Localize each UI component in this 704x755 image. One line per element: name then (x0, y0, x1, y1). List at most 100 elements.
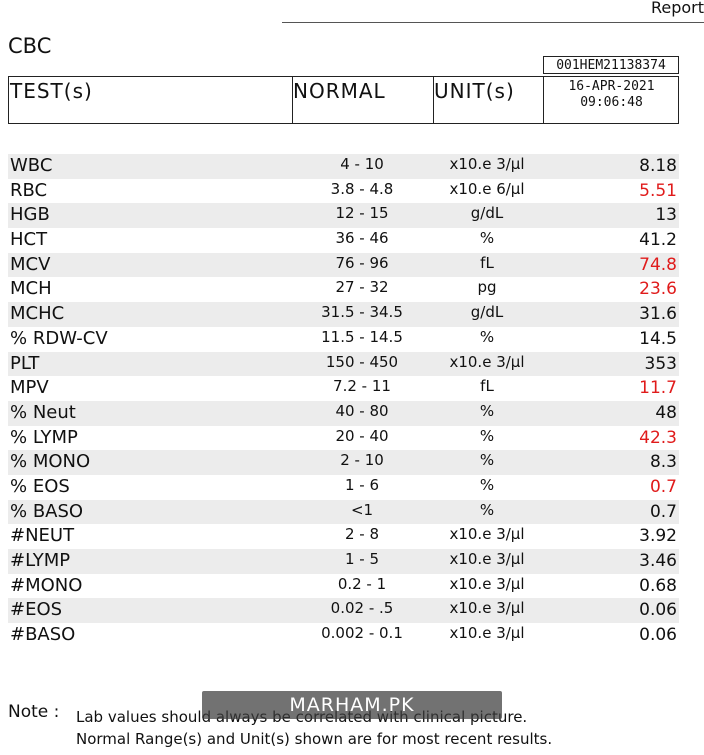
unit: % (479, 475, 495, 494)
unit: fL (480, 377, 494, 396)
result-value: 48 (655, 402, 677, 423)
test-name: #LYMP (10, 550, 71, 571)
table-row: % MONO 2 - 10% 8.3 (8, 450, 679, 475)
table-row: % EOS 1 - 6% 0.7 (8, 475, 679, 500)
table-row: % RDW-CV 11.5 - 14.5% 14.5 (8, 327, 679, 352)
test-name: #NEUT (10, 525, 75, 547)
table-row: HGB 12 - 15 g/dL 13 (8, 203, 679, 229)
column-header-unit: UNIT(s) (433, 77, 544, 123)
table-row: MCV 76 - 96 fL 74.8 (8, 252, 679, 278)
test-name: MCV (10, 253, 51, 275)
unit: x10.e 3/µl (449, 574, 525, 593)
normal-range: 0.02 - .5 (330, 599, 394, 618)
table-row: % BASO <1% 0.7 (8, 499, 679, 525)
test-name: % MONO (10, 451, 91, 473)
report-time: 09:06:48 (580, 95, 643, 110)
unit: fL (480, 253, 494, 272)
unit: % (479, 401, 495, 420)
report-date: 16-APR-2021 (568, 79, 655, 94)
normal-range: 20 - 40 (335, 426, 389, 445)
test-name: % Neut (10, 401, 76, 423)
table-row: MCH 27 - 32 pg 23.6 (8, 277, 679, 302)
unit: % (479, 327, 495, 346)
normal-range: 7.2 - 11 (333, 377, 391, 396)
result-value: 41.2 (639, 230, 677, 251)
unit: % (479, 426, 495, 445)
result-value: 13 (655, 205, 677, 226)
normal-range: 31.5 - 34.5 (321, 303, 403, 322)
result-value: 0.06 (639, 625, 677, 646)
test-name: % RDW-CV (10, 327, 108, 349)
test-name: #MONO (10, 574, 83, 596)
unit: x10.e 3/µl (449, 352, 525, 371)
column-header-normal: NORMAL (292, 77, 433, 123)
result-value: 3.46 (639, 551, 677, 571)
result-value: 31.6 (639, 304, 677, 325)
normal-range: 0.2 - 1 (337, 574, 387, 593)
table-row: % Neut 40 - 80% 48 (8, 400, 679, 426)
unit: x10.e 3/µl (449, 525, 525, 544)
unit: x10.e 3/µl (449, 155, 525, 173)
unit: g/dL (470, 303, 504, 322)
section-title: CBC (8, 34, 52, 58)
result-value: 8.18 (639, 156, 677, 176)
note-label: Note : (8, 702, 60, 722)
result-value: 0.06 (639, 600, 677, 621)
test-name: MPV (10, 377, 49, 399)
result-value: 0.7 (649, 476, 677, 497)
test-name: % LYMP (10, 426, 78, 448)
table-row: #BASO 0.002 - 0.1 x10.e 3/µl 0.06 (8, 623, 679, 648)
test-name: % EOS (10, 475, 70, 497)
table-row: #LYMP 1 - 5 x10.e 3/µl 3.46 (8, 549, 679, 574)
table-row: RBC 3.8 - 4.8 x10.e 6/µl 5.51 (8, 179, 679, 204)
test-name: % BASO (10, 500, 84, 522)
table-row: WBC 4 - 10 x10.e 3/µl 8.18 (8, 154, 679, 179)
unit: pg (477, 278, 497, 297)
test-name: RBC (10, 179, 48, 201)
note-line-2: Normal Range(s) and Unit(s) shown are fo… (76, 730, 553, 748)
normal-range: 4 - 10 (340, 155, 384, 173)
normal-range: 1 - 6 (344, 475, 380, 494)
test-name: MCH (10, 278, 52, 300)
result-value: 0.7 (649, 501, 677, 522)
result-value: 3.92 (639, 526, 677, 547)
unit: x10.e 3/µl (449, 550, 525, 568)
test-name: WBC (10, 155, 53, 176)
result-value: 0.68 (639, 575, 677, 596)
unit: % (479, 500, 495, 519)
normal-range: 36 - 46 (335, 229, 389, 248)
normal-range: 11.5 - 14.5 (321, 327, 403, 346)
normal-range: 0.002 - 0.1 (321, 624, 403, 643)
report-datetime: 16-APR-2021 09:06:48 (543, 77, 679, 123)
top-divider (282, 22, 704, 23)
normal-range: 40 - 80 (335, 401, 389, 420)
normal-range: 2 - 8 (344, 525, 380, 544)
test-name: #EOS (10, 599, 63, 621)
watermark-logo: MARHAM.PK (202, 691, 502, 719)
report-label: Report (650, 0, 704, 17)
test-name: PLT (10, 352, 40, 374)
result-value: 11.7 (639, 378, 677, 399)
result-value: 23.6 (639, 279, 677, 300)
column-header-test: TEST(s) (10, 79, 93, 103)
table-row: % LYMP 20 - 40% 42.3 (8, 426, 679, 451)
normal-range: 1 - 5 (344, 550, 380, 568)
unit: % (479, 451, 495, 470)
unit: x10.e 6/µl (449, 179, 525, 198)
test-name: HGB (10, 204, 50, 226)
table-row: #MONO 0.2 - 1 x10.e 3/µl 0.68 (8, 574, 679, 599)
test-name: #BASO (10, 624, 76, 646)
result-value: 14.5 (639, 328, 677, 349)
normal-range: 150 - 450 (325, 352, 399, 371)
results-table: WBC 4 - 10 x10.e 3/µl 8.18 RBC 3.8 - 4.8 x10.e… (8, 154, 679, 648)
report-id-box: 001HEM21138374 (543, 56, 679, 74)
normal-range: 12 - 15 (335, 204, 389, 223)
table-header: TEST(s) NORMAL UNIT(s) 16-APR-2021 09:06… (8, 76, 679, 124)
result-value: 353 (644, 353, 677, 374)
normal-range: <1 (350, 500, 374, 519)
test-name: MCHC (10, 303, 65, 325)
test-name: HCT (10, 229, 48, 251)
result-value: 8.3 (649, 452, 677, 473)
table-row: PLT 150 - 450 x10.e 3/µl 353 (8, 351, 679, 377)
normal-range: 27 - 32 (335, 278, 389, 297)
